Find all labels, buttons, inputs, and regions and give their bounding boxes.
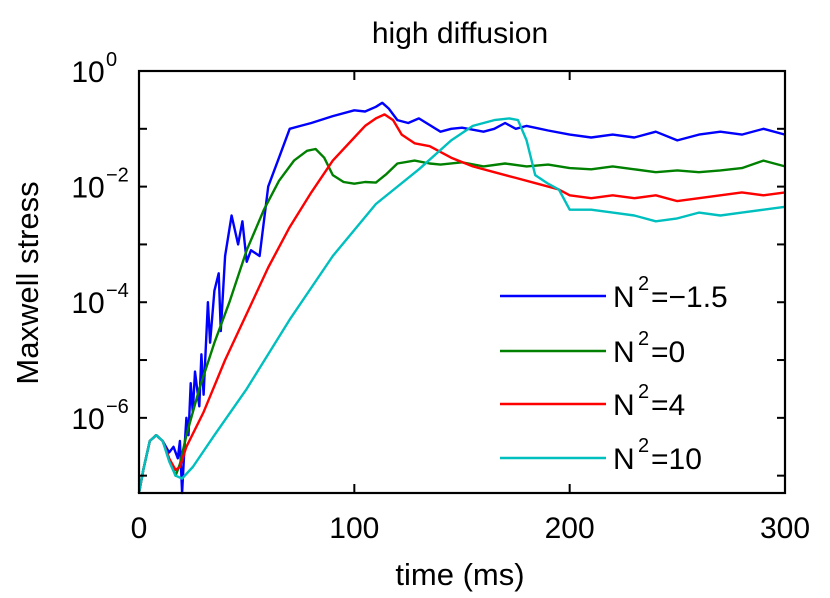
chart-title: high diffusion [372, 17, 548, 50]
series-line-0 [137, 101, 786, 495]
legend-label-value-1: =0 [651, 336, 685, 369]
legend-label-2: N [613, 389, 635, 422]
legend-label-sup-0: 2 [638, 273, 649, 295]
plot-frame [137, 69, 787, 495]
x-axis-label: time (ms) [395, 557, 524, 592]
y-tick-exponent: −4 [106, 280, 129, 302]
x-tick-label: 300 [760, 512, 810, 545]
legend-label-3: N [613, 443, 635, 476]
legend-label-value-2: =4 [651, 389, 685, 422]
legend-label-value-3: =10 [651, 443, 702, 476]
y-tick-label: 10 [71, 172, 104, 205]
y-tick-exponent: −2 [106, 165, 129, 187]
legend-label-1: N [613, 336, 635, 369]
y-tick-label: 10 [71, 403, 104, 436]
legend-label-0: N [613, 281, 635, 314]
y-axis-label: Maxwell stress [10, 181, 45, 384]
legend-label-value-0: =−1.5 [651, 281, 728, 314]
legend-label-sup-3: 2 [638, 435, 649, 457]
x-tick-label: 100 [329, 512, 379, 545]
legend: N 2 =−1.5N 2 =0N 2 =4N 2 =10 [500, 273, 728, 476]
series-line-3 [137, 117, 786, 494]
series-line-1 [137, 147, 786, 494]
y-tick-exponent: −6 [106, 396, 129, 418]
y-tick-exponent: 0 [106, 49, 117, 71]
x-tick-label: 0 [131, 512, 148, 545]
legend-label-sup-1: 2 [638, 328, 649, 350]
y-tick-label: 10 [71, 287, 104, 320]
plot-area [137, 101, 786, 495]
x-tick-label: 200 [545, 512, 595, 545]
y-tick-label: 10 [71, 56, 104, 89]
legend-label-sup-2: 2 [638, 381, 649, 403]
series-line-2 [137, 113, 786, 494]
